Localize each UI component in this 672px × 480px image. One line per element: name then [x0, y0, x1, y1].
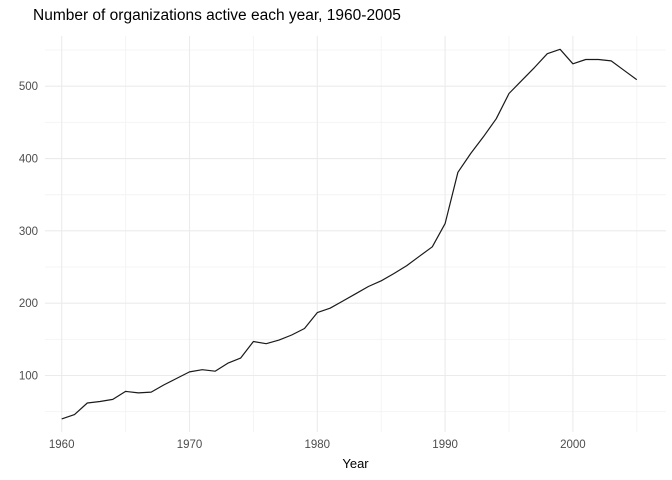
x-tick-label: 1960	[49, 439, 75, 451]
y-tick-label: 100	[19, 371, 38, 383]
data-line-organizations-active	[61, 48, 638, 420]
y-tick-label: 300	[19, 226, 38, 238]
x-tick-label: 1980	[305, 439, 331, 451]
x-axis-title: Year	[342, 456, 369, 471]
y-tick-label: 500	[19, 81, 38, 93]
chart-title: Number of organizations active each year…	[33, 7, 401, 24]
x-tick-label: 1970	[177, 439, 203, 451]
x-tick-label: 1990	[432, 439, 458, 451]
x-tick-label: 2000	[560, 439, 586, 451]
y-tick-label: 400	[19, 154, 38, 166]
y-tick-label: 200	[19, 298, 38, 310]
